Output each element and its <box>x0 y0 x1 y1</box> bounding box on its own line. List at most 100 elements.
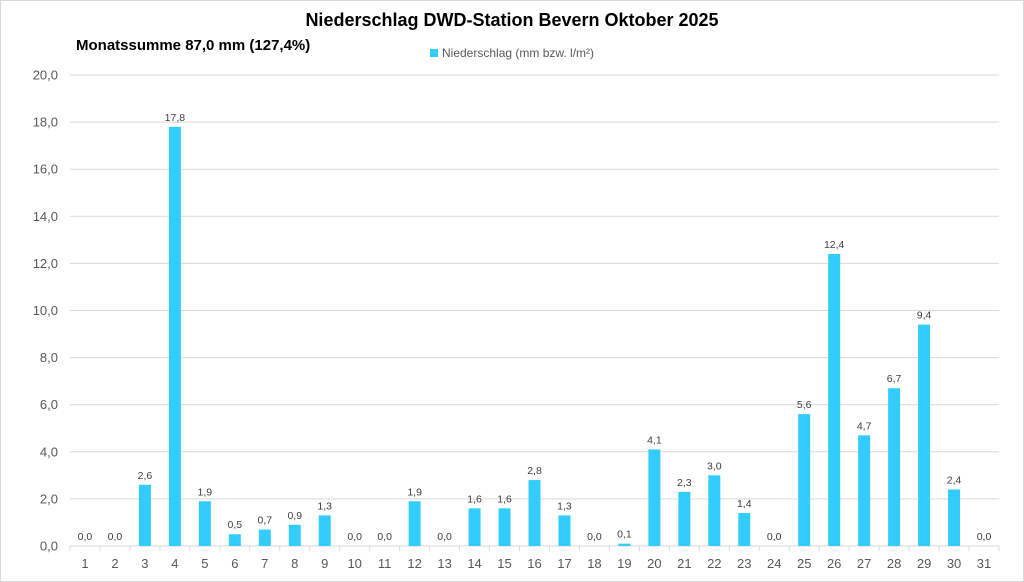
x-tick-label: 3 <box>141 556 148 571</box>
data-label: 12,4 <box>824 239 845 251</box>
x-tick-label: 27 <box>857 556 871 571</box>
x-tick-label: 1 <box>81 556 88 571</box>
data-label: 2,8 <box>527 465 542 477</box>
bar <box>948 489 961 546</box>
x-tick-label: 24 <box>767 556 781 571</box>
data-label: 0,1 <box>617 529 632 541</box>
x-tick-label: 25 <box>797 556 811 571</box>
x-tick-label: 12 <box>407 556 421 571</box>
bar <box>318 515 331 546</box>
bar <box>678 491 691 546</box>
bar <box>738 513 751 546</box>
bar <box>858 435 871 546</box>
bar <box>408 501 421 546</box>
x-tick-label: 2 <box>111 556 118 571</box>
x-tick-label: 7 <box>261 556 268 571</box>
data-label: 0,0 <box>437 531 452 543</box>
bar <box>228 534 241 546</box>
bar <box>558 515 571 546</box>
x-tick-label: 9 <box>321 556 328 571</box>
bar <box>648 449 661 546</box>
x-tick-label: 5 <box>201 556 208 571</box>
legend-swatch <box>430 49 438 57</box>
legend: Niederschlag (mm bzw. l/m²) <box>430 46 594 60</box>
x-tick-label: 8 <box>291 556 298 571</box>
x-tick-label: 30 <box>947 556 961 571</box>
data-label: 4,1 <box>647 434 662 446</box>
x-tick-label: 16 <box>527 556 541 571</box>
bar <box>288 524 301 546</box>
x-tick-label: 26 <box>827 556 841 571</box>
data-label: 1,6 <box>497 493 512 505</box>
x-tick-label: 15 <box>497 556 511 571</box>
y-tick-label: 8,0 <box>40 350 58 365</box>
x-tick-label: 20 <box>647 556 661 571</box>
data-label: 1,3 <box>557 500 572 512</box>
bar <box>468 508 481 546</box>
x-tick-label: 22 <box>707 556 721 571</box>
data-label: 0,0 <box>108 531 123 543</box>
chart-title: Niederschlag DWD-Station Bevern Oktober … <box>305 10 719 30</box>
data-label: 6,7 <box>887 373 902 385</box>
y-tick-label: 0,0 <box>40 539 58 554</box>
data-label: 1,9 <box>407 486 422 498</box>
data-label: 0,0 <box>377 531 392 543</box>
data-label: 9,4 <box>917 310 932 322</box>
data-label: 1,4 <box>737 498 752 510</box>
data-label: 2,3 <box>677 477 692 489</box>
bar <box>138 484 151 546</box>
data-label: 2,6 <box>138 470 153 482</box>
data-label: 0,0 <box>347 531 362 543</box>
data-label: 4,7 <box>857 420 872 432</box>
chart-subtitle: Monatssumme 87,0 mm (127,4%) <box>76 37 311 54</box>
x-tick-label: 4 <box>171 556 178 571</box>
bar <box>708 475 721 546</box>
data-label: 0,0 <box>78 531 93 543</box>
data-label: 0,0 <box>587 531 602 543</box>
x-tick-label: 17 <box>557 556 571 571</box>
x-tick-label: 19 <box>617 556 631 571</box>
y-tick-label: 18,0 <box>33 115 58 130</box>
bar <box>528 480 541 546</box>
data-label: 1,3 <box>317 500 332 512</box>
data-label: 0,0 <box>767 531 782 543</box>
y-tick-label: 20,0 <box>33 68 58 83</box>
bar <box>168 126 181 546</box>
y-tick-label: 14,0 <box>33 209 58 224</box>
bar <box>798 414 811 546</box>
y-tick-label: 2,0 <box>40 491 58 506</box>
data-label: 1,9 <box>198 486 213 498</box>
x-tick-label: 14 <box>467 556 481 571</box>
data-label: 0,5 <box>228 519 243 531</box>
y-tick-label: 6,0 <box>40 397 58 412</box>
y-tick-label: 4,0 <box>40 444 58 459</box>
x-tick-label: 21 <box>677 556 691 571</box>
x-tick-label: 23 <box>737 556 751 571</box>
data-label: 17,8 <box>165 112 186 124</box>
data-label: 0,9 <box>287 510 302 522</box>
x-tick-label: 10 <box>347 556 361 571</box>
x-tick-label: 28 <box>887 556 901 571</box>
y-tick-label: 12,0 <box>33 256 58 271</box>
y-tick-label: 10,0 <box>33 303 58 318</box>
data-label: 0,7 <box>257 515 272 527</box>
data-label: 0,0 <box>977 531 992 543</box>
bar <box>498 508 511 546</box>
bar <box>918 324 931 546</box>
bar <box>618 543 631 546</box>
data-label: 2,4 <box>947 474 962 486</box>
bar <box>258 529 271 546</box>
x-tick-label: 6 <box>231 556 238 571</box>
x-tick-label: 31 <box>977 556 991 571</box>
data-label: 3,0 <box>707 460 722 472</box>
data-label: 5,6 <box>797 399 812 411</box>
legend-label: Niederschlag (mm bzw. l/m²) <box>442 46 595 60</box>
y-tick-label: 16,0 <box>33 162 58 177</box>
x-tick-label: 11 <box>378 556 392 571</box>
x-tick-label: 18 <box>587 556 601 571</box>
bar <box>888 388 901 546</box>
bar <box>828 253 841 547</box>
data-label: 1,6 <box>467 493 482 505</box>
bar <box>198 501 211 546</box>
